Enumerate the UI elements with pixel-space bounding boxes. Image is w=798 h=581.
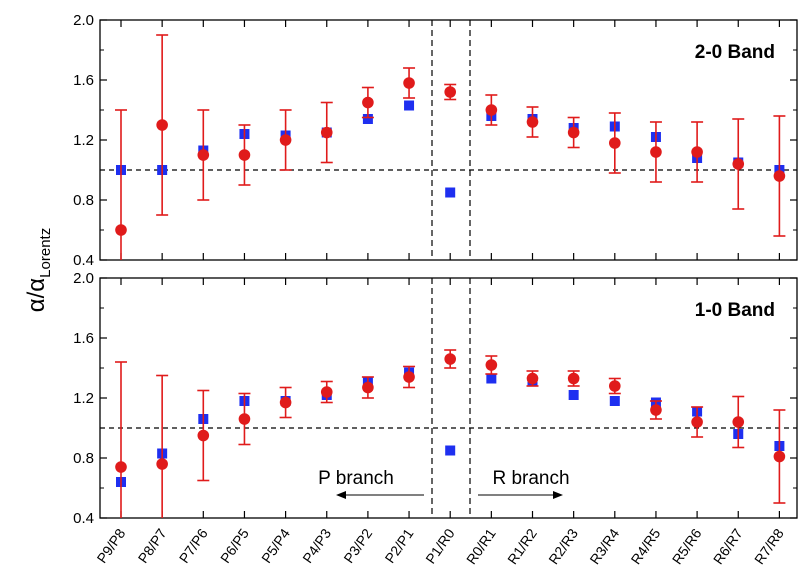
circle-point [362, 381, 374, 394]
circle-point [403, 371, 415, 383]
circle-point [567, 372, 580, 385]
x-category-label: P7/P6 [176, 525, 211, 566]
y-tick-label: 0.8 [73, 192, 94, 209]
circle-point [773, 450, 786, 463]
x-category-label: P1/R0 [422, 525, 458, 566]
data-layer [115, 34, 786, 260]
square-point [404, 100, 415, 111]
y-tick-label: 2.0 [73, 12, 94, 29]
square-point [445, 445, 456, 456]
circle-point [609, 380, 621, 392]
y-axis-label: α/αLorentz [23, 228, 54, 312]
circle-point [691, 416, 703, 428]
x-category-label: R6/R7 [710, 525, 746, 567]
circle-point [526, 116, 539, 128]
x-category-label: P4/P3 [299, 525, 334, 566]
circle-point [320, 126, 333, 139]
circle-point [115, 224, 127, 236]
circle-point [403, 77, 415, 89]
x-category-label: P5/P4 [258, 525, 293, 566]
square-point [486, 373, 497, 384]
x-category-label: R1/R2 [504, 525, 540, 567]
x-category-label: R5/R6 [669, 525, 705, 567]
panel-title: 2-0 Band [695, 42, 775, 63]
circle-point [650, 146, 662, 158]
circle-point [691, 146, 703, 158]
circle-point [773, 170, 786, 182]
y-tick-label: 0.4 [73, 252, 94, 269]
r-branch-arrowhead [553, 491, 563, 499]
circle-point [279, 134, 292, 146]
circle-point [567, 126, 580, 139]
circle-point [732, 416, 745, 428]
circle-point [444, 86, 457, 98]
p-branch-label: P branch [318, 468, 394, 489]
x-category-label: R2/R3 [545, 525, 581, 567]
circle-point [156, 119, 168, 131]
circle-point [156, 458, 168, 470]
x-category-label: P3/P2 [340, 525, 375, 566]
y-tick-label: 0.8 [73, 450, 94, 467]
circle-point [197, 429, 210, 442]
square-point [445, 187, 456, 198]
x-category-label: P2/P1 [382, 525, 417, 566]
y-tick-label: 1.6 [73, 72, 94, 89]
y-tick-label: 1.2 [73, 390, 94, 407]
circle-point [526, 372, 539, 385]
circle-point [115, 461, 127, 473]
circle-point [279, 396, 292, 409]
circle-point [362, 96, 374, 109]
panel-2-0-band: 0.4 0.8 1.2 1.6 2.0 2-0 Band [73, 12, 798, 269]
x-category-label: R0/R1 [463, 525, 499, 567]
circle-point [320, 386, 333, 398]
x-category-label: R7/R8 [751, 525, 787, 567]
circle-point [444, 353, 457, 365]
y-tick-label: 0.4 [73, 510, 94, 527]
x-category-label: R3/R4 [586, 525, 622, 567]
plot-frame [99, 277, 798, 519]
square-point [609, 396, 620, 406]
y-tick-label: 1.2 [73, 132, 94, 149]
square-point [568, 390, 579, 400]
panel-title: 1-0 Band [695, 300, 775, 321]
data-layer [115, 349, 786, 518]
circle-point [197, 149, 210, 161]
p-branch-arrowhead [336, 491, 346, 499]
circle-point [238, 149, 251, 161]
y-tick-label: 2.0 [73, 270, 94, 287]
plot-frame [99, 19, 798, 261]
circle-point [485, 359, 498, 371]
x-category-label: R4/R5 [628, 525, 664, 567]
circle-point [485, 104, 498, 116]
x-category-label: P8/P7 [135, 525, 170, 566]
x-category-label: P9/P8 [93, 525, 128, 566]
circle-point [609, 137, 621, 149]
circle-point [732, 158, 745, 170]
r-branch-label: R branch [492, 468, 569, 489]
circle-point [650, 404, 662, 416]
x-category-labels: P9/P8 P8/P7 P7/P6 P6/P5 P5/P4 P4/P3 P3/P2 P2/P1… [93, 525, 787, 567]
panel-1-0-band: 0.4 0.8 1.2 1.6 2.0 1-0 Band P branch R branch [73, 270, 798, 527]
y-tick-label: 1.6 [73, 330, 94, 347]
circle-point [238, 413, 251, 425]
x-category-label: P6/P5 [217, 525, 252, 566]
square-point [362, 114, 373, 124]
